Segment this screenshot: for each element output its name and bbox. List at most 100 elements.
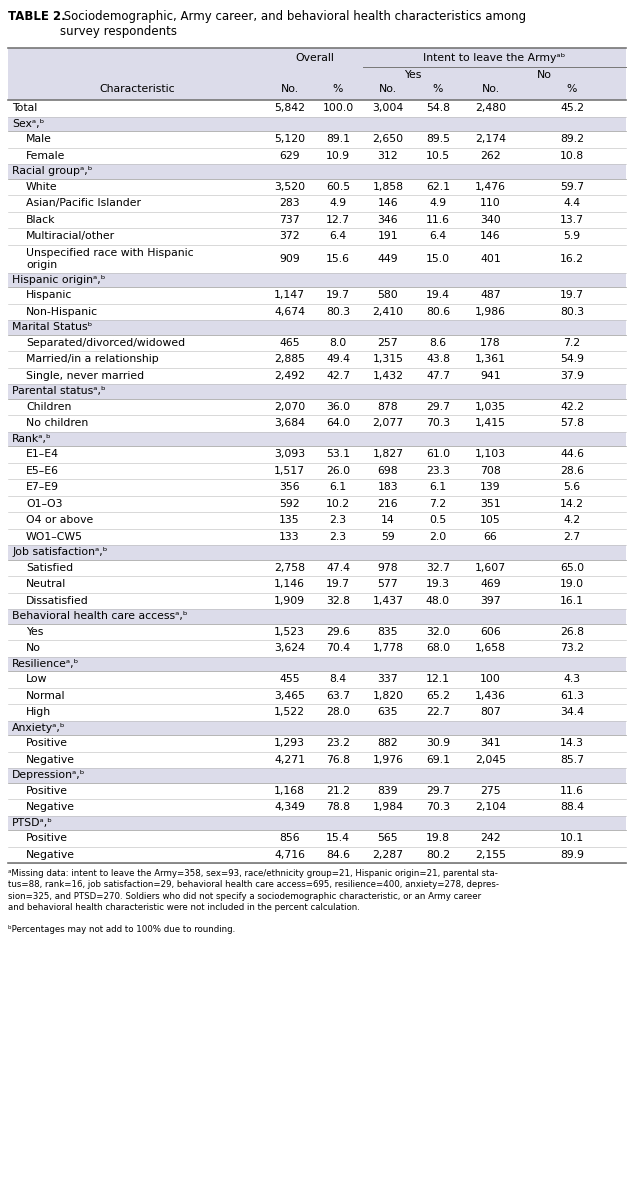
Text: Resilienceᵃ,ᵇ: Resilienceᵃ,ᵇ (12, 659, 79, 668)
Text: Positive: Positive (26, 738, 68, 748)
Text: Dissatisfied: Dissatisfied (26, 596, 89, 606)
Text: 70.3: 70.3 (426, 802, 450, 813)
Text: 4.9: 4.9 (330, 199, 347, 208)
Bar (8, 148, 626, 164)
Text: 32.0: 32.0 (426, 627, 450, 637)
Bar (8, 272, 626, 287)
Text: 89.5: 89.5 (426, 135, 450, 144)
Text: 26.8: 26.8 (560, 627, 584, 637)
Text: 10.2: 10.2 (326, 498, 350, 509)
Text: 42.2: 42.2 (560, 402, 584, 412)
Text: 5.9: 5.9 (564, 231, 581, 241)
Bar (8, 479, 626, 496)
Text: 19.0: 19.0 (560, 579, 584, 589)
Text: 807: 807 (480, 707, 501, 718)
Text: 2.3: 2.3 (330, 532, 347, 542)
Text: 835: 835 (378, 627, 398, 637)
Bar (8, 592, 626, 609)
Text: Characteristic: Characteristic (99, 84, 175, 94)
Text: 3,465: 3,465 (274, 691, 305, 701)
Text: 62.1: 62.1 (426, 182, 450, 191)
Text: 1,103: 1,103 (475, 449, 506, 459)
Text: 4.4: 4.4 (564, 199, 581, 208)
Text: 698: 698 (378, 466, 398, 476)
Text: 487: 487 (480, 290, 501, 300)
Bar (8, 704, 626, 720)
Text: 69.1: 69.1 (426, 755, 450, 765)
Text: 70.4: 70.4 (326, 643, 350, 654)
Bar (8, 799, 626, 815)
Text: 372: 372 (279, 231, 300, 241)
Text: Job satisfactionᵃ,ᵇ: Job satisfactionᵃ,ᵇ (12, 548, 107, 557)
Text: 2,287: 2,287 (373, 850, 403, 860)
Text: 356: 356 (279, 483, 300, 492)
Text: 15.4: 15.4 (326, 833, 350, 843)
Text: 401: 401 (480, 254, 501, 264)
Text: 2,758: 2,758 (274, 562, 305, 573)
Text: 455: 455 (279, 674, 300, 684)
Text: 2,104: 2,104 (475, 802, 506, 813)
Text: Children: Children (26, 402, 72, 412)
Text: 2,492: 2,492 (274, 371, 305, 380)
Text: WO1–CW5: WO1–CW5 (26, 532, 83, 542)
Text: 29.6: 29.6 (326, 627, 350, 637)
Text: Male: Male (26, 135, 52, 144)
Text: 1,437: 1,437 (373, 596, 403, 606)
Text: 14.2: 14.2 (560, 498, 584, 509)
Text: 23.2: 23.2 (326, 738, 350, 748)
Text: 12.1: 12.1 (426, 674, 450, 684)
Bar (8, 367, 626, 384)
Bar (8, 195, 626, 212)
Text: 606: 606 (480, 627, 501, 637)
Text: %: % (567, 84, 577, 94)
Text: TABLE 2.: TABLE 2. (8, 10, 66, 23)
Bar (8, 384, 626, 399)
Bar (8, 846, 626, 863)
Text: Female: Female (26, 150, 65, 161)
Text: 19.4: 19.4 (426, 290, 450, 300)
Text: %: % (433, 84, 443, 94)
Text: 4,674: 4,674 (274, 307, 305, 317)
Text: Overall: Overall (295, 53, 334, 63)
Text: Separated/divorced/widowed: Separated/divorced/widowed (26, 338, 185, 348)
Text: 89.2: 89.2 (560, 135, 584, 144)
Bar (8, 320, 626, 335)
Text: 30.9: 30.9 (426, 738, 450, 748)
Bar (8, 624, 626, 641)
Bar (8, 560, 626, 576)
Text: 4.2: 4.2 (564, 515, 581, 525)
Text: 2,885: 2,885 (274, 354, 305, 365)
Text: Hispanic: Hispanic (26, 290, 72, 300)
Text: 469: 469 (480, 579, 501, 589)
Text: Behavioral health care accessᵃ,ᵇ: Behavioral health care accessᵃ,ᵇ (12, 612, 188, 621)
Text: 242: 242 (480, 833, 501, 843)
Text: 275: 275 (480, 786, 501, 796)
Text: 1,909: 1,909 (274, 596, 305, 606)
Bar (8, 228, 626, 244)
Bar (8, 576, 626, 592)
Bar (8, 287, 626, 303)
Text: 465: 465 (279, 338, 300, 348)
Text: 14.3: 14.3 (560, 738, 584, 748)
Bar (8, 783, 626, 799)
Text: 65.0: 65.0 (560, 562, 584, 573)
Text: 882: 882 (378, 738, 398, 748)
Text: 89.1: 89.1 (326, 135, 350, 144)
Text: 15.0: 15.0 (426, 254, 450, 264)
Text: 2,077: 2,077 (372, 418, 404, 429)
Text: 11.6: 11.6 (426, 214, 450, 225)
Text: 88.4: 88.4 (560, 802, 584, 813)
Text: Satisfied: Satisfied (26, 562, 73, 573)
Text: 1,607: 1,607 (475, 562, 506, 573)
Text: 3,684: 3,684 (274, 418, 305, 429)
Text: 262: 262 (480, 150, 501, 161)
Text: 16.1: 16.1 (560, 596, 584, 606)
Text: 1,820: 1,820 (372, 691, 404, 701)
Text: 2,480: 2,480 (475, 104, 506, 113)
Bar (8, 720, 626, 734)
Text: 54.8: 54.8 (426, 104, 450, 113)
Text: No.: No. (379, 84, 397, 94)
Text: 5.6: 5.6 (564, 483, 581, 492)
Text: 1,432: 1,432 (373, 371, 403, 380)
Text: 1,986: 1,986 (475, 307, 506, 317)
